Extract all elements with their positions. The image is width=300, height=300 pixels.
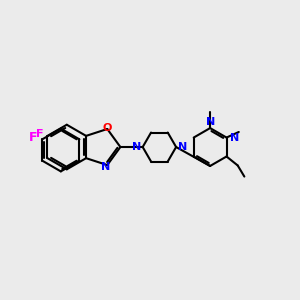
Text: O: O	[103, 122, 112, 133]
Text: N: N	[101, 161, 110, 172]
Text: N: N	[178, 142, 187, 152]
Text: N: N	[206, 117, 216, 127]
Text: F: F	[28, 131, 37, 144]
Text: F: F	[36, 129, 44, 140]
Text: N: N	[230, 133, 239, 142]
Text: N: N	[132, 142, 141, 152]
